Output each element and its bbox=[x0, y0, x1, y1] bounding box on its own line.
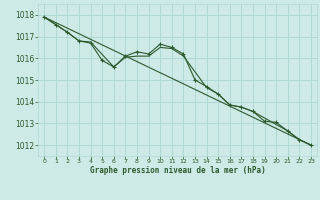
X-axis label: Graphe pression niveau de la mer (hPa): Graphe pression niveau de la mer (hPa) bbox=[90, 166, 266, 175]
